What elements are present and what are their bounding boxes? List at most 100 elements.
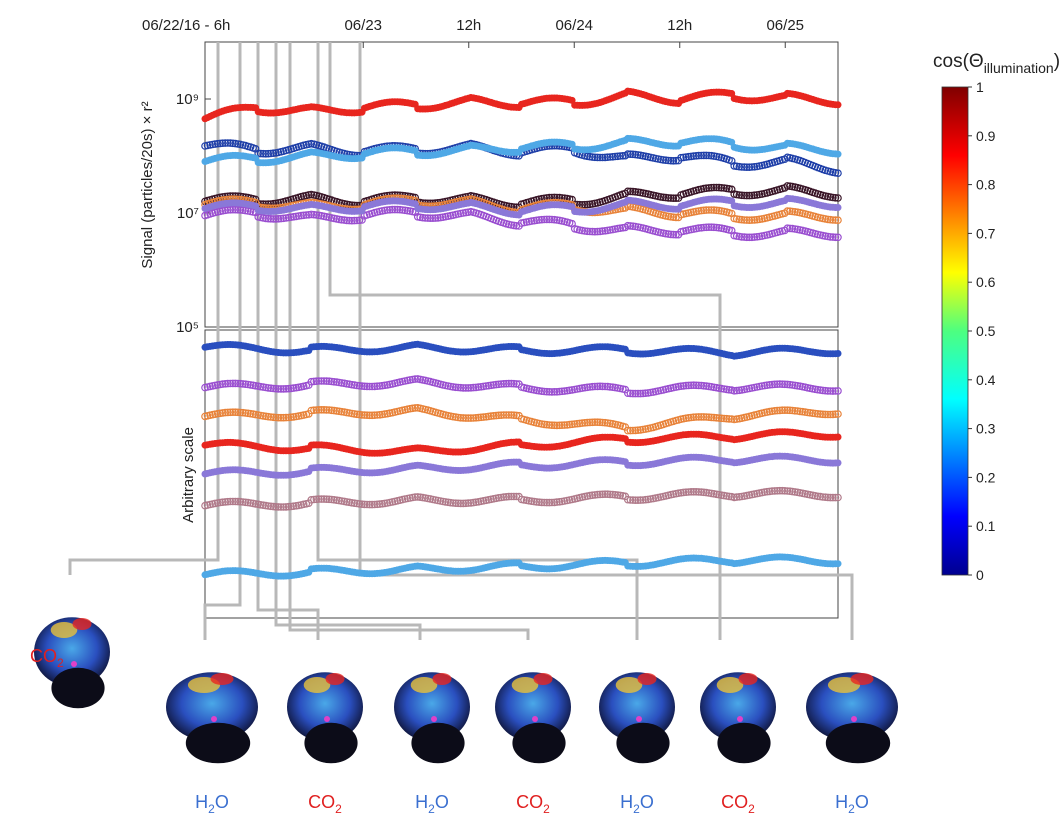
data-point [317, 405, 326, 414]
data-point [224, 139, 232, 147]
colorbar-tick-label: 0.6 [976, 274, 996, 290]
data-point [831, 387, 840, 395]
data-point [580, 200, 589, 209]
data-series [201, 403, 842, 435]
data-point [623, 221, 632, 230]
data-point [702, 206, 711, 214]
data-point [745, 216, 754, 225]
data-point [702, 382, 711, 390]
data-point [667, 156, 675, 165]
data-point [312, 406, 321, 414]
data-point [289, 384, 298, 392]
data-point [310, 406, 318, 415]
data-point [735, 162, 744, 171]
data-point [251, 410, 260, 419]
data-point [365, 411, 374, 420]
data-point [218, 380, 227, 388]
x-tick-label: 12h [456, 17, 481, 34]
x-tick-label: 06/24 [555, 17, 593, 34]
data-point [555, 387, 564, 396]
connector-line [358, 42, 854, 640]
data-point [606, 383, 614, 391]
data-point [287, 413, 295, 422]
data-point [396, 205, 404, 214]
data-point [226, 139, 235, 147]
data-point [664, 230, 673, 238]
data-point [492, 411, 501, 420]
data-point [234, 408, 242, 417]
illuminated-patch [432, 673, 452, 685]
data-point [229, 139, 237, 148]
data-point [269, 413, 278, 422]
data-point [573, 419, 582, 428]
data-point [629, 150, 637, 159]
data-point [548, 388, 556, 396]
data-point [618, 152, 627, 160]
illuminated-patch [72, 618, 92, 630]
data-point [732, 386, 741, 395]
data-point [320, 377, 328, 385]
data-point [748, 216, 756, 224]
data-point [580, 418, 589, 427]
illuminated-patch [850, 673, 874, 685]
data-point [510, 411, 518, 420]
data-point [398, 206, 407, 214]
data-point [259, 412, 268, 420]
data-point [421, 214, 430, 222]
data-point [226, 408, 235, 417]
colorbar-tick-label: 0.1 [976, 518, 996, 534]
data-point [507, 411, 516, 419]
data-point [818, 386, 827, 395]
data-point [264, 214, 273, 223]
data-point [474, 413, 483, 422]
data-point [510, 379, 518, 388]
data-point [289, 213, 298, 221]
data-point [689, 381, 698, 390]
data-point [229, 379, 237, 388]
data-point [325, 377, 333, 386]
data-point [310, 210, 318, 219]
data-point [497, 411, 506, 420]
data-point [710, 152, 718, 160]
data-point [834, 459, 842, 467]
data-point [631, 150, 640, 159]
data-point [226, 206, 235, 214]
data-point [224, 408, 232, 417]
data-point [588, 418, 597, 427]
data-point [411, 375, 420, 383]
data-point [537, 215, 546, 224]
data-point [717, 184, 726, 192]
nucleus-lobe [825, 722, 891, 764]
data-point [553, 387, 561, 396]
data-point [229, 408, 237, 417]
data-point [482, 382, 490, 390]
data-point [780, 380, 789, 389]
colorbar-tick-label: 0.4 [976, 372, 996, 388]
data-point [636, 389, 645, 398]
data-point [732, 162, 741, 171]
data-point [570, 420, 579, 428]
data-point [239, 380, 247, 388]
data-point [272, 384, 280, 393]
data-point [279, 214, 288, 223]
data-point [750, 216, 759, 224]
data-point [829, 216, 837, 224]
data-point [322, 377, 331, 385]
nucleus-lobe [304, 722, 358, 764]
data-point [705, 151, 713, 160]
data-point [548, 421, 556, 430]
nucleus-lobe [512, 722, 566, 764]
data-point [583, 418, 592, 427]
data-point [707, 206, 716, 214]
data-point [284, 384, 293, 393]
data-point [469, 414, 478, 422]
data-point [259, 383, 268, 391]
y-tick-labels: 10⁵ 10⁷ 10⁹ [176, 91, 211, 336]
data-point [527, 217, 536, 225]
data-point [241, 409, 250, 417]
data-point [631, 426, 640, 435]
data-point [788, 207, 797, 216]
data-point [664, 194, 673, 202]
data-point [591, 418, 599, 427]
data-point [464, 384, 473, 392]
